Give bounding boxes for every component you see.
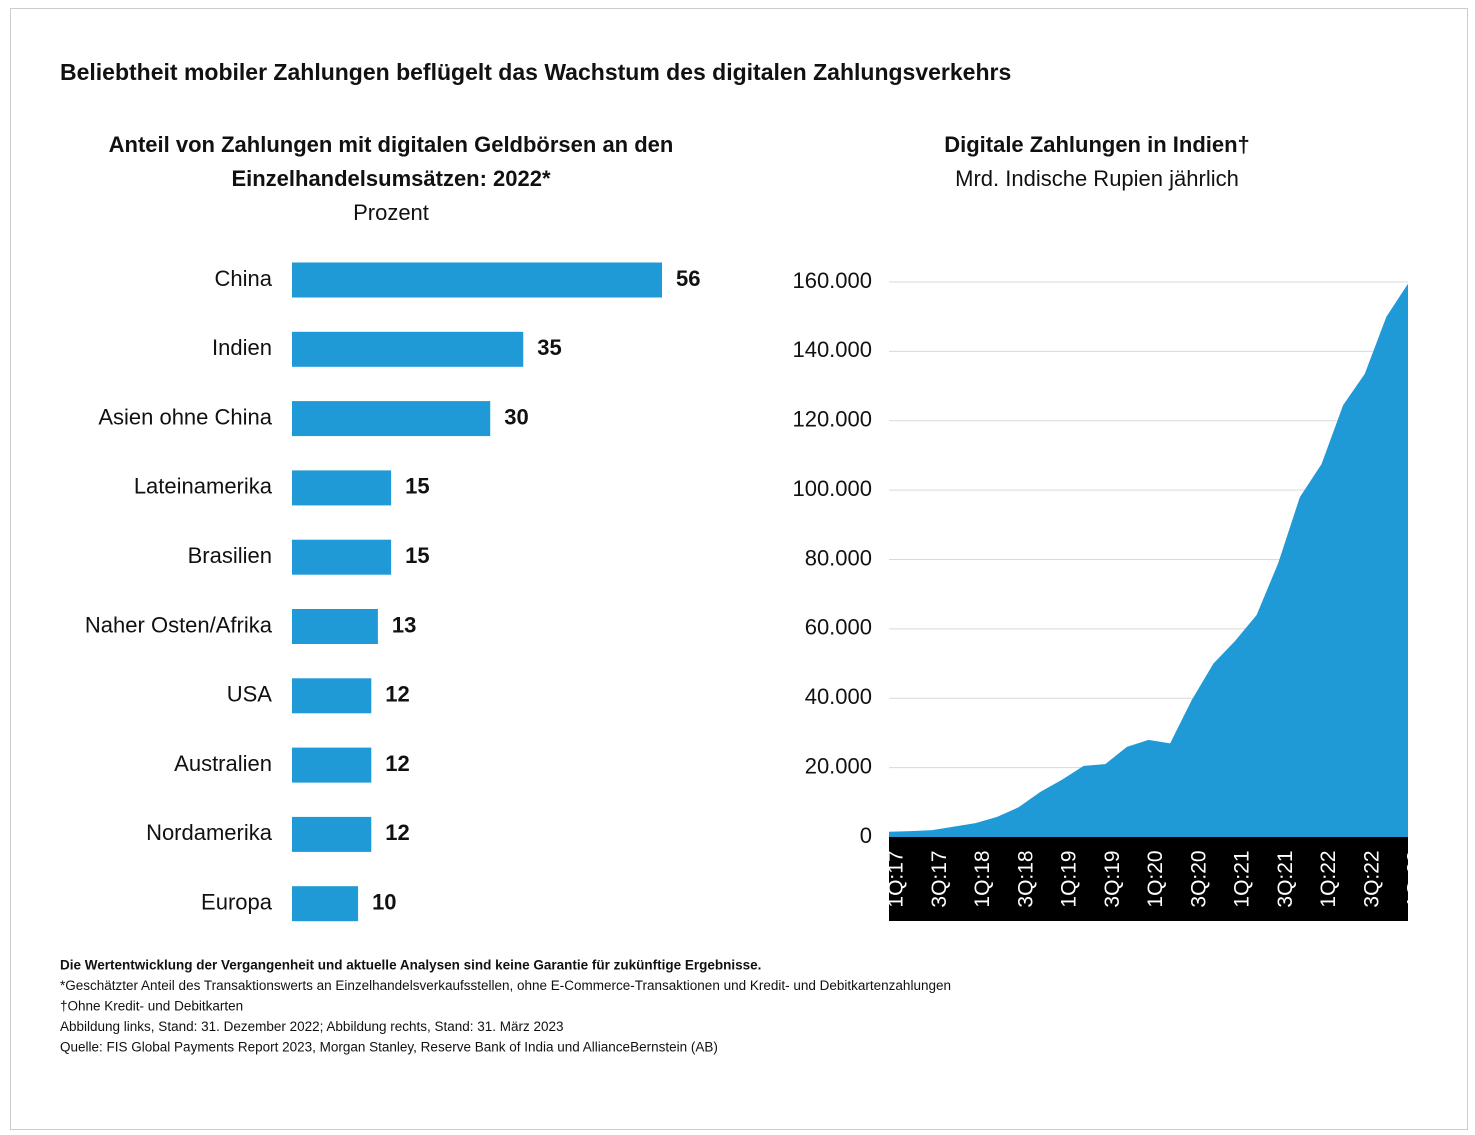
bar bbox=[292, 262, 662, 298]
x-tick-label: 1Q:17 bbox=[885, 850, 908, 907]
x-tick-label: 1Q:18 bbox=[971, 850, 994, 907]
area bbox=[889, 283, 1408, 837]
x-tick-label: 3Q:17 bbox=[928, 850, 951, 907]
y-tick-label: 120.000 bbox=[792, 407, 872, 432]
footnote: *Geschätzter Anteil des Transaktionswert… bbox=[60, 978, 951, 993]
value-label: 35 bbox=[537, 335, 561, 360]
value-label: 12 bbox=[385, 751, 409, 776]
value-label: 12 bbox=[385, 820, 409, 845]
bar bbox=[292, 470, 392, 506]
bar bbox=[292, 816, 372, 852]
bar bbox=[292, 886, 359, 922]
page-title: Beliebtheit mobiler Zahlungen beflügelt … bbox=[60, 59, 1011, 85]
bar bbox=[292, 747, 372, 783]
chart-title: Digitale Zahlungen in Indien† bbox=[944, 132, 1250, 157]
y-tick-label: 60.000 bbox=[805, 615, 872, 640]
x-tick-label: 1Q:19 bbox=[1058, 850, 1081, 907]
x-tick-label: 3Q:21 bbox=[1274, 850, 1297, 907]
y-tick-label: 100.000 bbox=[792, 476, 872, 501]
x-axis-band bbox=[889, 837, 1408, 921]
chart-title: Anteil von Zahlungen mit digitalen Geldb… bbox=[109, 132, 674, 157]
x-tick-label: 1Q:23 bbox=[1404, 850, 1427, 907]
x-tick-label: 1Q:22 bbox=[1317, 850, 1340, 907]
y-tick-label: 140.000 bbox=[792, 337, 872, 362]
chart-subtitle: Mrd. Indische Rupien jährlich bbox=[955, 166, 1239, 191]
category-label: Asien ohne China bbox=[98, 404, 272, 429]
bar bbox=[292, 331, 524, 367]
value-label: 30 bbox=[504, 404, 528, 429]
category-label: Australien bbox=[174, 751, 272, 776]
x-tick-label: 1Q:21 bbox=[1231, 850, 1254, 907]
y-tick-label: 160.000 bbox=[792, 268, 872, 293]
category-label: Nordamerika bbox=[146, 820, 273, 845]
x-tick-label: 1Q:20 bbox=[1144, 850, 1167, 907]
category-label: Europa bbox=[201, 890, 273, 915]
category-label: China bbox=[215, 266, 273, 291]
footnote: †Ohne Kredit- und Debitkarten bbox=[60, 999, 243, 1014]
y-tick-label: 0 bbox=[860, 823, 872, 848]
bar bbox=[292, 401, 491, 437]
value-label: 13 bbox=[392, 612, 416, 637]
x-tick-label: 3Q:22 bbox=[1360, 850, 1383, 907]
category-label: Indien bbox=[212, 335, 272, 360]
chart-title: Einzelhandelsumsätzen: 2022* bbox=[231, 166, 551, 191]
footnote: Abbildung links, Stand: 31. Dezember 202… bbox=[60, 1019, 564, 1034]
value-label: 56 bbox=[676, 266, 700, 291]
bar bbox=[292, 609, 378, 644]
category-label: Naher Osten/Afrika bbox=[85, 612, 273, 637]
value-label: 15 bbox=[405, 474, 429, 499]
y-tick-label: 20.000 bbox=[805, 753, 872, 778]
bar bbox=[292, 539, 392, 575]
value-label: 15 bbox=[405, 543, 429, 568]
category-label: USA bbox=[227, 682, 273, 707]
x-tick-label: 3Q:20 bbox=[1187, 850, 1210, 907]
chart-subtitle: Prozent bbox=[353, 200, 429, 225]
footnote: Quelle: FIS Global Payments Report 2023,… bbox=[60, 1040, 718, 1055]
value-label: 10 bbox=[372, 890, 396, 915]
category-label: Brasilien bbox=[188, 543, 272, 568]
y-tick-label: 80.000 bbox=[805, 545, 872, 570]
footnote: Die Wertentwicklung der Vergangenheit un… bbox=[60, 958, 761, 973]
x-tick-label: 3Q:18 bbox=[1014, 850, 1037, 907]
frame bbox=[10, 8, 1468, 1130]
bar bbox=[292, 678, 372, 714]
x-tick-label: 3Q:19 bbox=[1101, 850, 1124, 907]
y-tick-label: 40.000 bbox=[805, 684, 872, 709]
category-label: Lateinamerika bbox=[134, 474, 273, 499]
value-label: 12 bbox=[385, 682, 409, 707]
